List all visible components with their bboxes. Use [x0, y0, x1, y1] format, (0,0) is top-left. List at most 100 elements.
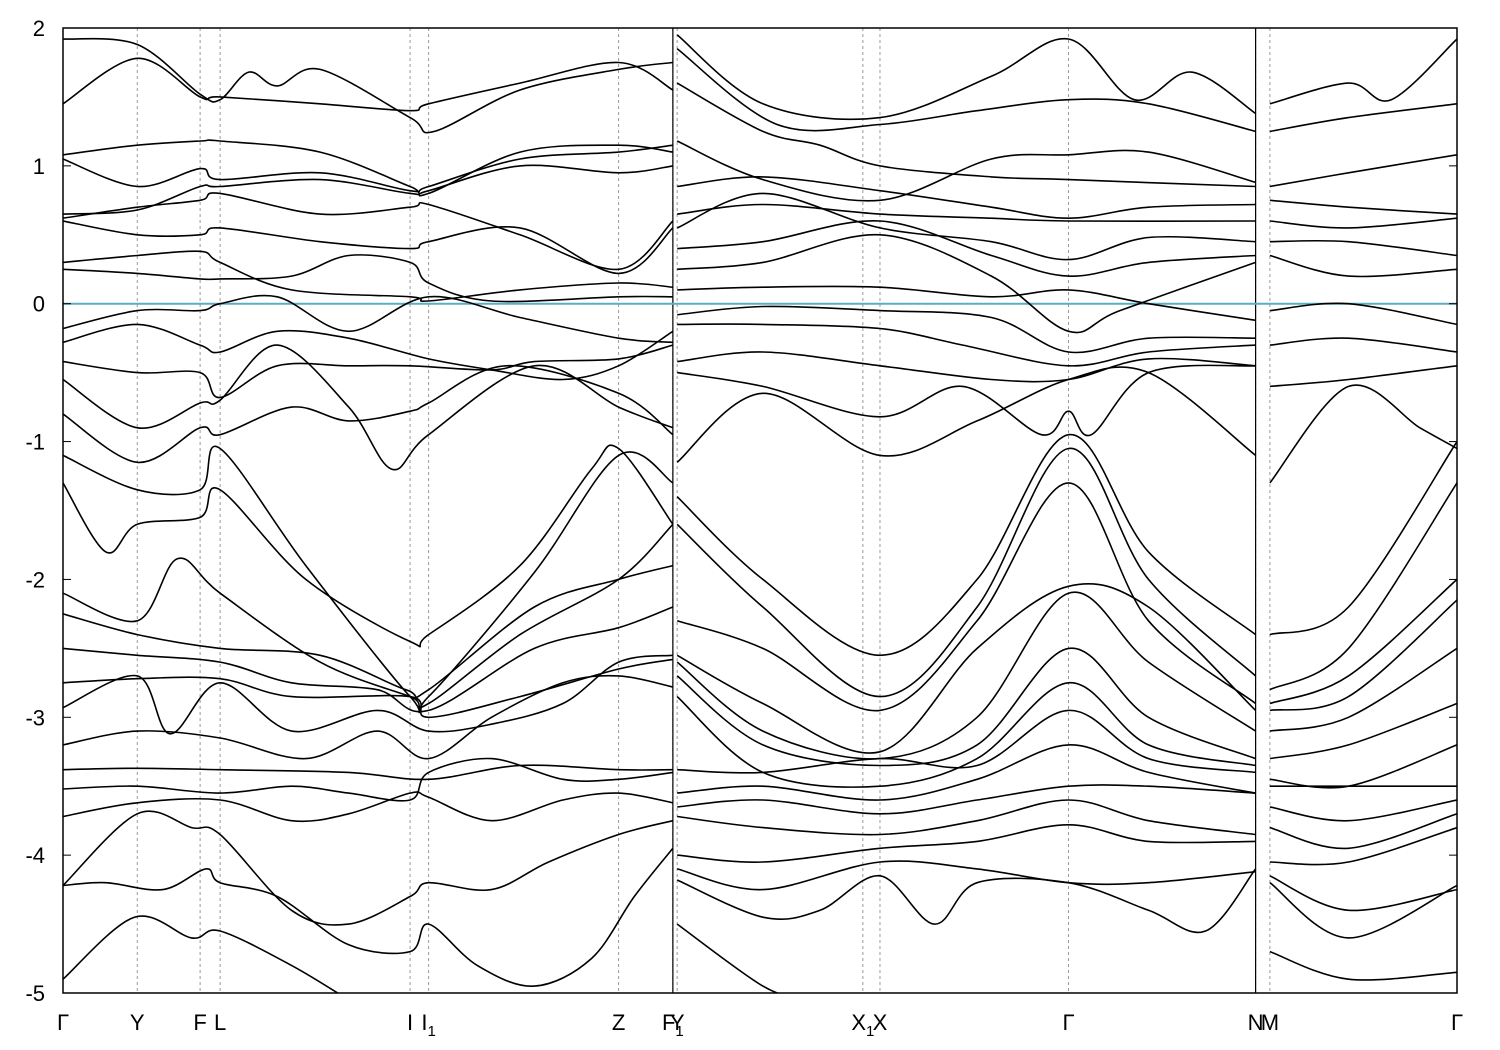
- band-line-29: [676, 48, 1256, 133]
- band-line-81: [1269, 882, 1457, 939]
- kpoint-label: Y: [130, 1010, 145, 1035]
- kpoint-label: Γ: [57, 1010, 69, 1035]
- band-line-60: [1269, 154, 1457, 188]
- band-line-80: [1269, 875, 1457, 912]
- band-line-24: [63, 144, 673, 193]
- band-line-27: [63, 37, 673, 134]
- band-line-14: [63, 364, 674, 464]
- plot-frame: [62, 27, 1458, 994]
- band-line-45: [676, 482, 1257, 712]
- band-line-21: [63, 220, 674, 275]
- band-line-70: [1269, 482, 1457, 691]
- band-line-37: [677, 285, 1256, 322]
- band-line-50: [677, 709, 1256, 774]
- band-line-56: [676, 868, 1257, 934]
- band-line-34: [676, 192, 1256, 261]
- kpoint-label: Γ: [1062, 1010, 1074, 1035]
- band-line-7: [63, 654, 673, 735]
- band-line-31: [676, 140, 1256, 202]
- y-tick-label: -5: [25, 981, 45, 1006]
- band-line-19: [63, 254, 673, 303]
- band-line-28: [676, 34, 1257, 121]
- kpoint-label: X: [873, 1010, 888, 1035]
- band-line-63: [1269, 239, 1457, 257]
- band-line-10: [63, 564, 674, 699]
- band-line-74: [1269, 702, 1457, 760]
- band-line-58: [1269, 38, 1457, 105]
- band-line-48: [676, 647, 1256, 767]
- band-line-77: [1269, 799, 1457, 822]
- y-tick-label: -3: [25, 705, 45, 730]
- band-line-15: [63, 344, 674, 471]
- band-line-33: [677, 203, 1256, 223]
- band-line-59: [1269, 103, 1457, 133]
- band-line-53: [677, 799, 1256, 836]
- band-line-2: [63, 810, 674, 926]
- band-line-49: [676, 681, 1256, 788]
- y-tick-label: 2: [33, 16, 45, 41]
- band-line-4: [63, 757, 674, 802]
- band-line-62: [1269, 217, 1457, 229]
- band-line-73: [1269, 647, 1457, 732]
- band-line-23: [63, 164, 673, 215]
- band-line-65: [1269, 302, 1457, 326]
- band-line-38: [677, 305, 1256, 354]
- kpoint-label: I1: [421, 1010, 435, 1040]
- y-tick-label: 1: [33, 154, 45, 179]
- band-line-42: [676, 366, 1257, 463]
- band-line-18: [63, 294, 673, 344]
- band-line-75: [1269, 744, 1457, 789]
- band-line-1: [63, 847, 674, 987]
- band-line-61: [1269, 199, 1457, 215]
- kpoint-label: F: [193, 1010, 206, 1035]
- kpoint-label: L: [214, 1010, 226, 1035]
- band-line-16: [63, 344, 674, 399]
- band-line-54: [677, 823, 1256, 863]
- band-line-30: [676, 82, 1256, 188]
- band-line-22: [63, 192, 674, 271]
- plot-area: [62, 27, 1458, 994]
- y-tick-label: -4: [25, 843, 45, 868]
- x-axis: Γ Y F L I I1 Z F1Y X1X Γ NM Γ: [57, 1010, 1463, 1040]
- band-line-25: [63, 139, 674, 197]
- kpoint-label: M: [1261, 1010, 1279, 1035]
- band-line-0: [63, 915, 340, 993]
- band-line-3: [63, 791, 674, 823]
- band-line-68: [1269, 384, 1457, 484]
- band-line-44: [676, 447, 1257, 698]
- band-line-17: [63, 323, 674, 381]
- band-line-35: [677, 220, 1256, 277]
- band-line-57: [676, 923, 780, 993]
- band-line-64: [1269, 254, 1457, 278]
- band-line-36: [677, 233, 1256, 334]
- band-line-72: [1269, 599, 1457, 712]
- y-tick-label: 0: [33, 292, 45, 317]
- kpoint-label: F1: [662, 1010, 684, 1040]
- kpoint-label: I: [407, 1010, 413, 1035]
- band-line-51: [677, 744, 1256, 801]
- kpoint-label: Γ: [1451, 1010, 1463, 1035]
- band-line-46: [676, 583, 1257, 754]
- band-line-9: [63, 606, 674, 713]
- kpoint-label: N: [1248, 1010, 1264, 1035]
- band-line-47: [676, 591, 1257, 760]
- band-line-71: [1269, 578, 1457, 705]
- kpoint-label: Y: [670, 1010, 685, 1035]
- band-line-55: [677, 860, 1256, 891]
- band-line-67: [1269, 365, 1457, 388]
- y-tick-label: -1: [25, 430, 45, 455]
- kpoint-label: X1: [851, 1010, 874, 1040]
- band-line-13: [63, 445, 674, 714]
- band-line-82: [1269, 950, 1457, 981]
- y-tick-label: -2: [25, 567, 45, 592]
- band-line-66: [1269, 337, 1457, 353]
- band-line-11: [63, 523, 674, 709]
- band-line-32: [677, 176, 1256, 220]
- y-axis: -5 -4 -3 -2 -1 0 1 2: [25, 16, 1457, 1006]
- band-line-43: [676, 433, 1257, 657]
- band-line-39: [677, 323, 1256, 367]
- band-line-52: [677, 784, 1256, 815]
- band-line-20: [63, 250, 673, 303]
- band-line-79: [1269, 826, 1457, 866]
